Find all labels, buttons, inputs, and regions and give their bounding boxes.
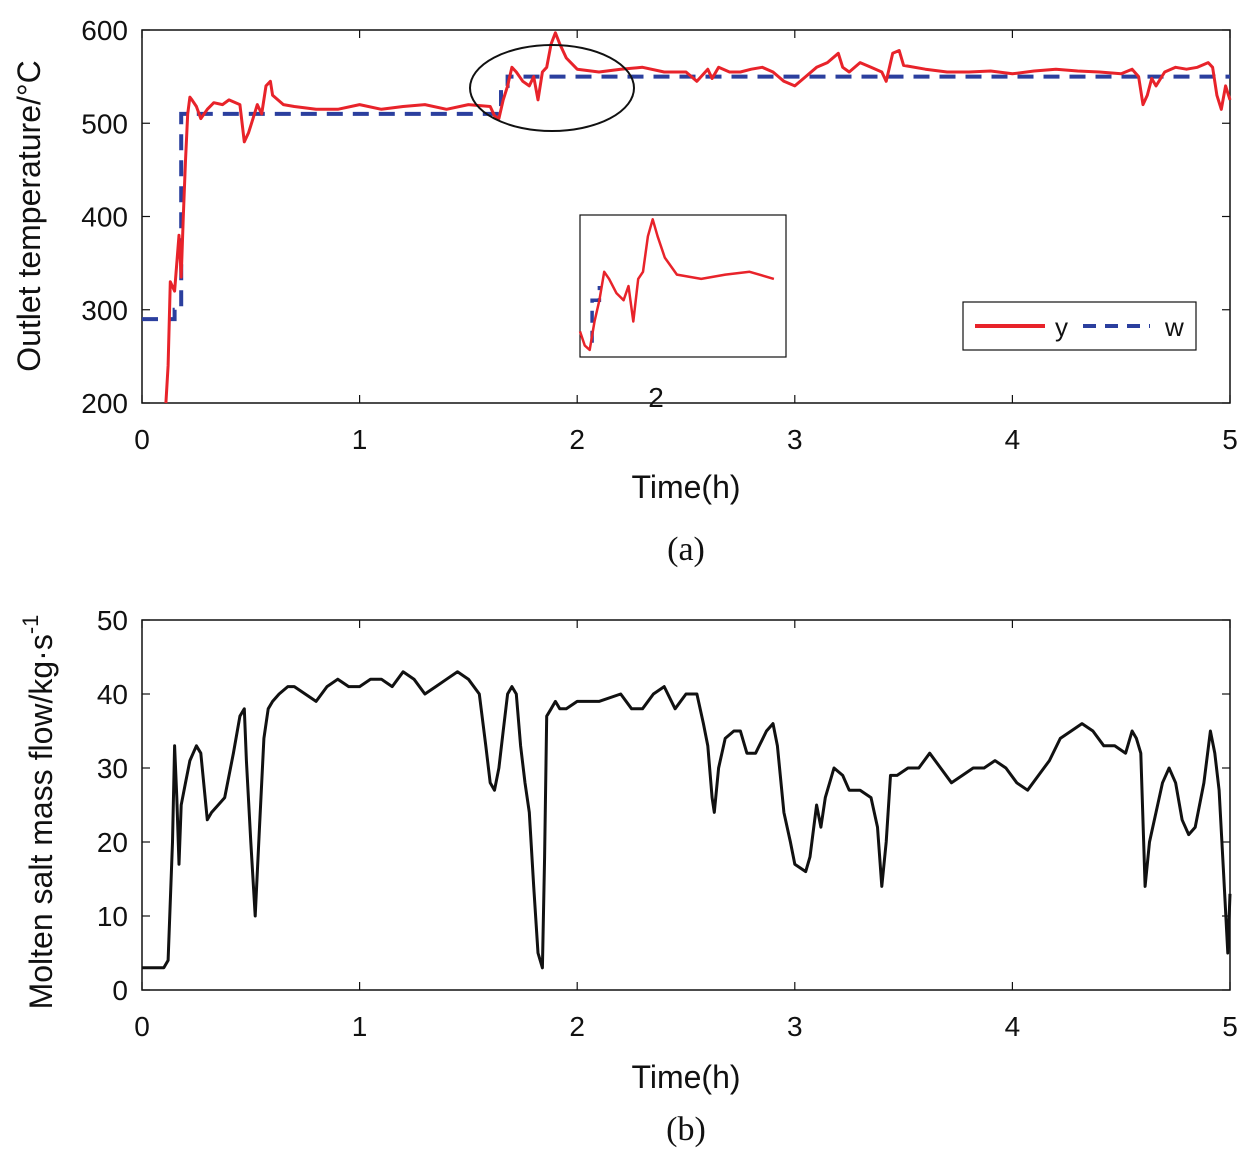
y-tick-label: 10 [97,901,128,932]
x-axis-label-b: Time(h) [631,1059,740,1095]
highlight-ellipse [469,44,635,132]
x-tick-label: 0 [134,1011,150,1042]
y-tick-label: 20 [97,827,128,858]
y-axis-label-b: Molten salt mass flow/kg·s-1 [18,615,59,1010]
y-axis-label-b-exp: -1 [18,615,43,635]
inset-annotation: 2 [648,382,664,413]
y-tick-label: 500 [81,108,128,139]
inset-box [579,214,787,358]
x-tick-label: 3 [787,424,803,455]
y-tick-label: 40 [97,679,128,710]
chart-a: 0 1 2 3 4 5 200 300 400 500 600 2 y w Outlet tempe… [11,15,1238,568]
x-tick-label: 4 [1005,424,1021,455]
inset-line-y [578,218,775,352]
y-tick-label: 600 [81,15,128,46]
y-axis-label-a: Outlet temperature/°C [11,60,47,372]
x-tick-label: 2 [569,1011,585,1042]
y-axis-label-b-main: Molten salt mass flow/kg·s [23,634,59,1009]
y-tick-label: 0 [112,975,128,1006]
legend-label-w: w [1164,312,1184,342]
plot-area-b [141,619,1231,991]
y-tick-label: 400 [81,202,128,233]
x-tick-label: 5 [1222,424,1238,455]
caption-a: (a) [667,531,705,568]
inset-line-w [590,286,602,343]
x-axis-label-a: Time(h) [631,469,740,505]
y-tick-label: 50 [97,605,128,636]
caption-b: (b) [666,1111,706,1148]
y-tick-label: 200 [81,388,128,419]
x-tick-label: 1 [352,1011,368,1042]
y-tick-label: 30 [97,753,128,784]
x-tick-label: 4 [1005,1011,1021,1042]
y-tick-label: 300 [81,295,128,326]
x-tick-label: 5 [1222,1011,1238,1042]
legend-a: y w [962,301,1197,351]
series-flow-group [142,670,1232,970]
series-y-group [164,31,1232,404]
x-tick-label: 3 [787,1011,803,1042]
inset-series-group [578,218,775,352]
series-line-y [164,31,1232,404]
series-line-flow [142,670,1232,970]
x-tick-label: 0 [134,424,150,455]
legend-label-y: y [1055,312,1068,342]
x-tick-label: 1 [352,424,368,455]
x-tick-label: 2 [569,424,585,455]
axis-ticks-a: 0 1 2 3 4 5 200 300 400 500 600 [81,15,1238,455]
